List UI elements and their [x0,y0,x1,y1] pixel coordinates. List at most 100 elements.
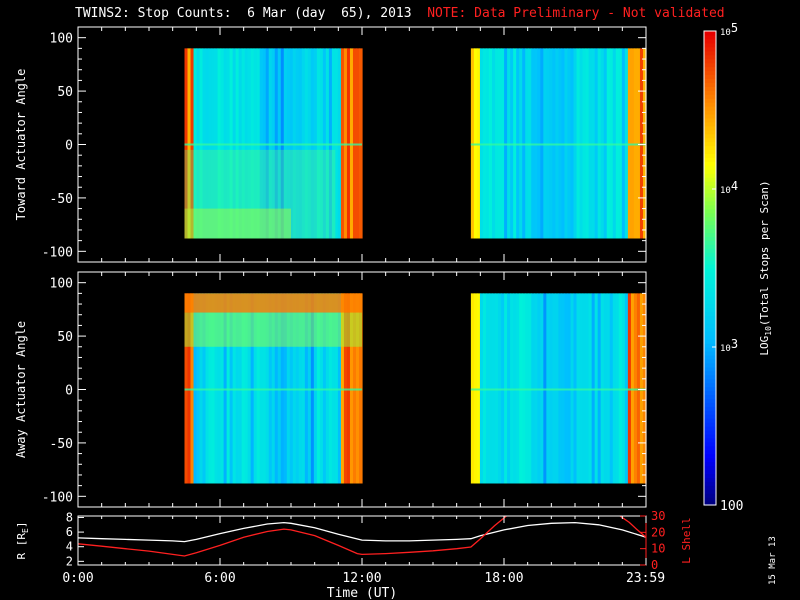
colorbar-segment [704,86,716,91]
heatmap-column [540,293,544,484]
heatmap-column [476,48,481,239]
x-tick-label: 6:00 [204,571,235,586]
heatmap-panel-toward: -100 -50 0 50 100 Toward Actuator Angle [14,26,647,263]
heatmap-column [190,293,195,484]
heatmap-column [184,48,189,239]
r-series-line [78,521,646,543]
y-axis-label: Toward Actuator Angle [14,69,28,221]
heatmap-column [567,293,572,484]
heatmap-column [519,48,523,239]
heatmap-column [349,293,354,484]
colorbar-segment [704,283,716,289]
heatmap-column [295,293,300,484]
heatmap-column [220,293,225,484]
colorbar-segment [704,228,716,234]
colorbar-segment [704,50,716,56]
colorbar-segment [704,382,716,388]
colorbar-segment [704,374,716,380]
heatmap-column [268,48,273,239]
colorbar-segment [704,295,716,301]
heatmap-column [256,48,261,239]
heatmap-column [546,48,550,239]
heatmap-column [280,293,285,484]
heatmap-column [485,293,490,484]
x-tick-label: 23:59 [626,571,665,586]
colorbar-segment [704,410,716,415]
heatmap-column [642,293,647,484]
heatmap-column [600,48,605,239]
right-tick-label: 20 [651,525,665,539]
colorbar-segment [704,469,716,474]
heatmap-column [570,48,575,239]
heatmap-column [283,293,288,484]
colorbar-segment [704,185,716,190]
left-axis-label-end: ] [15,522,28,529]
colorbar-segment [704,113,716,119]
heatmap-column [202,293,207,484]
heatmap-column [334,48,339,239]
heatmap-column [328,293,333,484]
heatmap-column [229,293,234,484]
heatmap-column [636,48,641,239]
colorbar-segment [704,216,716,222]
heatmap-column [597,293,602,484]
heatmap-column [325,293,330,484]
heatmap-column [516,293,520,484]
heatmap-column [507,48,511,239]
colorbar-segment [704,394,716,399]
colorbar-segment [704,98,716,103]
colorbar-tick-exp: 5 [731,21,738,35]
heatmap-column [513,293,517,484]
heatmap-column [238,48,243,239]
colorbar-segment [704,339,716,344]
colorbar-segment [704,279,716,285]
heatmap-column [352,48,357,239]
colorbar-segment [704,248,716,253]
colorbar-segment [704,145,716,151]
heatmap-column [528,48,532,239]
colorbar-segment [704,406,716,411]
colorbar-tick-mantissa: 10 [720,344,731,354]
heatmap-column [289,48,294,239]
heatmap-column [346,48,351,239]
heatmap-column [633,293,638,484]
heatmap-column [184,293,189,484]
colorbar-segment [704,204,716,210]
heatmap-column [337,48,342,239]
heatmap-column [193,293,198,484]
heatmap-column [241,293,246,484]
heatmap-column [220,48,225,239]
colorbar-segment [704,299,716,305]
heatmap-column [277,293,282,484]
colorbar-tick-label: 100 [720,499,743,514]
heatmap-column [561,293,566,484]
heatmap-column [298,48,303,239]
left-tick-label: 8 [66,510,73,524]
colorbar-segment [704,362,716,368]
heatmap-column [271,293,276,484]
heatmap-column [253,293,258,484]
heatmap-column [226,48,231,239]
heatmap-column [555,293,560,484]
heatmap-column [241,48,246,239]
heatmap-column [313,293,318,484]
heatmap-column [286,293,291,484]
heatmap-column [534,48,538,239]
heatmap-column [334,293,339,484]
heatmap-column [594,293,599,484]
colorbar-segment [704,429,716,435]
y-tick-label: -100 [42,490,73,505]
colorbar-segment [704,485,716,490]
heatmap-column [501,293,505,484]
heatmap-column [349,48,354,239]
colorbar-segment [704,38,716,44]
colorbar-segment [704,244,716,249]
colorbar-segment [704,236,716,241]
colorbar-segment [704,426,716,431]
colorbar-segment [704,102,716,107]
heatmap-column [612,293,617,484]
lshell-series-line [78,516,507,557]
heatmap-column [310,48,315,239]
heatmap-column [549,293,553,484]
colorbar-segment [704,165,716,170]
